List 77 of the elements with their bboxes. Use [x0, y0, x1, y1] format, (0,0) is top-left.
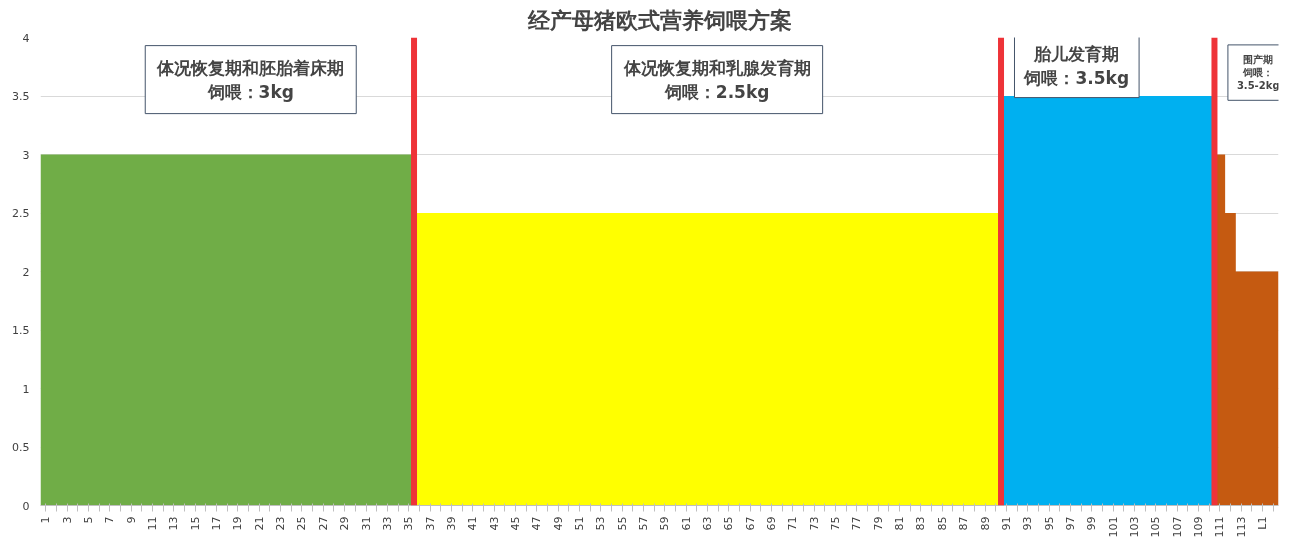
annotation: 围产期 — [1243, 53, 1274, 65]
annotation: 饲喂：3.5kg — [1023, 67, 1130, 88]
x-tick-label: 27 — [316, 516, 330, 531]
x-tick-label: 97 — [1063, 516, 1077, 531]
x-tick-label: 77 — [850, 516, 864, 531]
x-tick-label: 41 — [466, 516, 480, 531]
x-tick-label: 25 — [295, 516, 309, 531]
x-tick-label: 67 — [743, 516, 757, 531]
x-tick-label: 105 — [1149, 516, 1163, 538]
y-tick-label: 0.5 — [12, 441, 30, 454]
x-tick-label: 85 — [935, 516, 949, 531]
x-tick-label: 101 — [1106, 516, 1120, 538]
x-tick-label: 9 — [124, 516, 138, 524]
x-tick-label: 73 — [807, 516, 821, 531]
x-tick-label: 19 — [231, 516, 245, 531]
y-tick-label: 2 — [22, 265, 30, 279]
x-tick-label: 35 — [402, 516, 416, 531]
x-tick-label: 45 — [508, 516, 522, 531]
x-tick-label: 103 — [1127, 516, 1141, 538]
x-tick-label: 7 — [103, 516, 117, 524]
x-tick-label: 39 — [444, 516, 458, 531]
x-tick-label: 69 — [765, 516, 779, 531]
y-tick-label: 3.5 — [12, 90, 30, 103]
x-tick-label: 23 — [274, 516, 288, 531]
x-tick-label: 87 — [957, 516, 971, 531]
annotation: 饲喂： — [1242, 67, 1274, 79]
x-tick-label: 55 — [615, 516, 629, 531]
x-tick-label: 43 — [487, 516, 501, 531]
x-tick-label: 63 — [701, 516, 715, 531]
annotation: 饲喂：2.5kg — [663, 81, 770, 102]
annotation: 体况恢复期和胚胎着床期 — [156, 57, 345, 78]
x-tick-label: 109 — [1191, 516, 1205, 538]
x-tick-label: 29 — [338, 516, 352, 531]
x-tick-label: 37 — [423, 516, 437, 531]
x-tick-label: 15 — [188, 516, 202, 531]
x-tick-label: 51 — [572, 516, 586, 531]
chart-title: 经产母猪欧式营养饲喂方案 — [526, 7, 792, 33]
x-tick-label: 59 — [658, 516, 672, 531]
x-tick-label: 57 — [636, 516, 650, 531]
x-tick-label: 71 — [786, 516, 800, 531]
x-tick-label: 17 — [210, 516, 224, 531]
y-tick-label: 0 — [22, 499, 30, 513]
x-tick-label: 83 — [914, 516, 928, 531]
x-tick-label: 53 — [594, 516, 608, 531]
x-tick-label: 89 — [978, 516, 992, 531]
annotation: 饲喂：3kg — [206, 81, 294, 102]
y-tick-label: 3 — [22, 148, 30, 162]
x-tick-label: 11 — [146, 516, 160, 531]
x-tick-label: 49 — [551, 516, 565, 531]
x-tick-label: 107 — [1170, 516, 1184, 538]
x-tick-label: 13 — [167, 516, 181, 531]
x-tick-label: 79 — [871, 516, 885, 531]
annotation: 胎儿发育期 — [1033, 43, 1120, 64]
y-tick-label: 1.5 — [12, 324, 30, 337]
x-tick-label: 75 — [829, 516, 843, 531]
y-tick-label: 2.5 — [12, 207, 30, 220]
x-tick-label: 47 — [530, 516, 544, 531]
annotation: 3.5-2kg — [1236, 80, 1280, 92]
x-tick-label: 31 — [359, 516, 373, 531]
x-tick-label: 111 — [1213, 516, 1227, 538]
x-tick-label: 93 — [1021, 516, 1035, 531]
x-tick-label: 95 — [1042, 516, 1056, 531]
x-tick-label: 33 — [380, 516, 394, 531]
x-tick-label: 81 — [893, 516, 907, 531]
y-tick-label: 4 — [22, 31, 30, 45]
x-tick-label: 5 — [82, 516, 96, 524]
y-tick-label: 1 — [22, 382, 30, 396]
x-tick-label: 61 — [679, 516, 693, 531]
x-tick-label: 1 — [39, 516, 53, 524]
x-tick-label: 113 — [1234, 516, 1248, 538]
x-tick-label: 99 — [1085, 516, 1099, 531]
x-tick-label: 91 — [999, 516, 1013, 531]
x-tick-label: 3 — [60, 516, 74, 524]
x-tick-label: L1 — [1255, 516, 1269, 530]
x-tick-label: 21 — [252, 516, 266, 531]
annotation: 体况恢复期和乳腺发育期 — [622, 57, 811, 78]
x-tick-label: 65 — [722, 516, 736, 531]
